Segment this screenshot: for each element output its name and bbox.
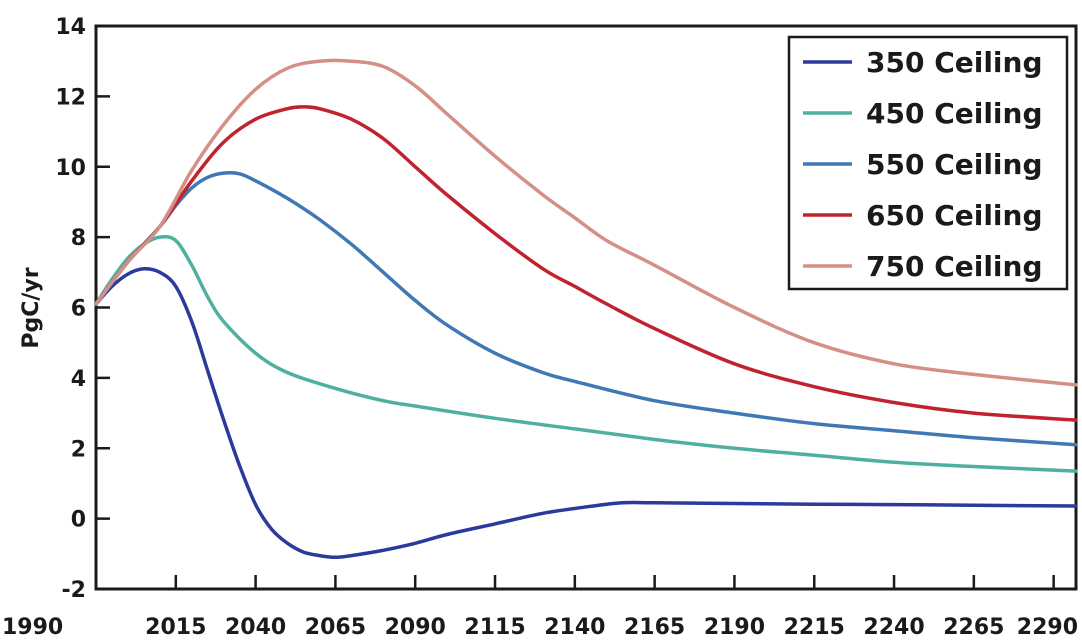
x-tick-label: 2140 [544, 615, 605, 640]
x-tick-label: 2090 [385, 615, 446, 640]
x-tick-label: 2265 [943, 615, 1004, 640]
y-tick-label: 14 [55, 15, 86, 40]
series-line-350-ceiling [94, 266, 1078, 560]
x-tick-label: 1990 [2, 615, 63, 640]
y-tick-label: 0 [71, 508, 86, 533]
series-lines [94, 58, 1078, 560]
series-line-650-ceiling [94, 105, 1078, 422]
series-line-550-ceiling [94, 170, 1078, 447]
y-tick-label: -2 [62, 578, 86, 603]
y-tick-label: 6 [71, 297, 86, 322]
x-tick-label: 2165 [624, 615, 685, 640]
series-line-450-ceiling [94, 234, 1078, 473]
x-axis-tick-labels: 1990 2015 2040 2065 2090 2115 2140 2165 2190 2215… [2, 615, 1078, 640]
series-line-750-ceiling [94, 58, 1078, 387]
legend: 350 Ceiling 450 Ceiling 550 Ceiling 650 Cei… [787, 35, 1069, 291]
y-tick-label: 8 [71, 226, 86, 251]
y-tick-label: 10 [55, 156, 86, 181]
legend-label-650-ceiling: 650 Ceiling [866, 199, 1043, 232]
x-tick-label: 2065 [305, 615, 366, 640]
x-tick-label: 2040 [225, 615, 286, 640]
x-tick-label: 2015 [145, 615, 206, 640]
y-tick-label: 12 [55, 85, 86, 110]
x-tick-label: 2240 [863, 615, 924, 640]
x-tick-label: 2190 [704, 615, 765, 640]
legend-label-350-ceiling: 350 Ceiling [866, 46, 1043, 79]
axis-ticks [94, 24, 1055, 591]
legend-label-750-ceiling: 750 Ceiling [866, 250, 1043, 283]
y-tick-label: 4 [71, 367, 86, 392]
legend-label-550-ceiling: 550 Ceiling [866, 148, 1043, 181]
x-tick-label: 2115 [464, 615, 525, 640]
y-axis-tick-labels: -2 0 2 4 6 8 10 12 14 [55, 15, 86, 603]
y-axis-label: PgC/yr [19, 267, 44, 348]
legend-label-450-ceiling: 450 Ceiling [866, 97, 1043, 130]
x-tick-label: 2215 [784, 615, 845, 640]
x-tick-label: 2290 [1017, 615, 1078, 640]
y-tick-label: 2 [71, 437, 86, 462]
